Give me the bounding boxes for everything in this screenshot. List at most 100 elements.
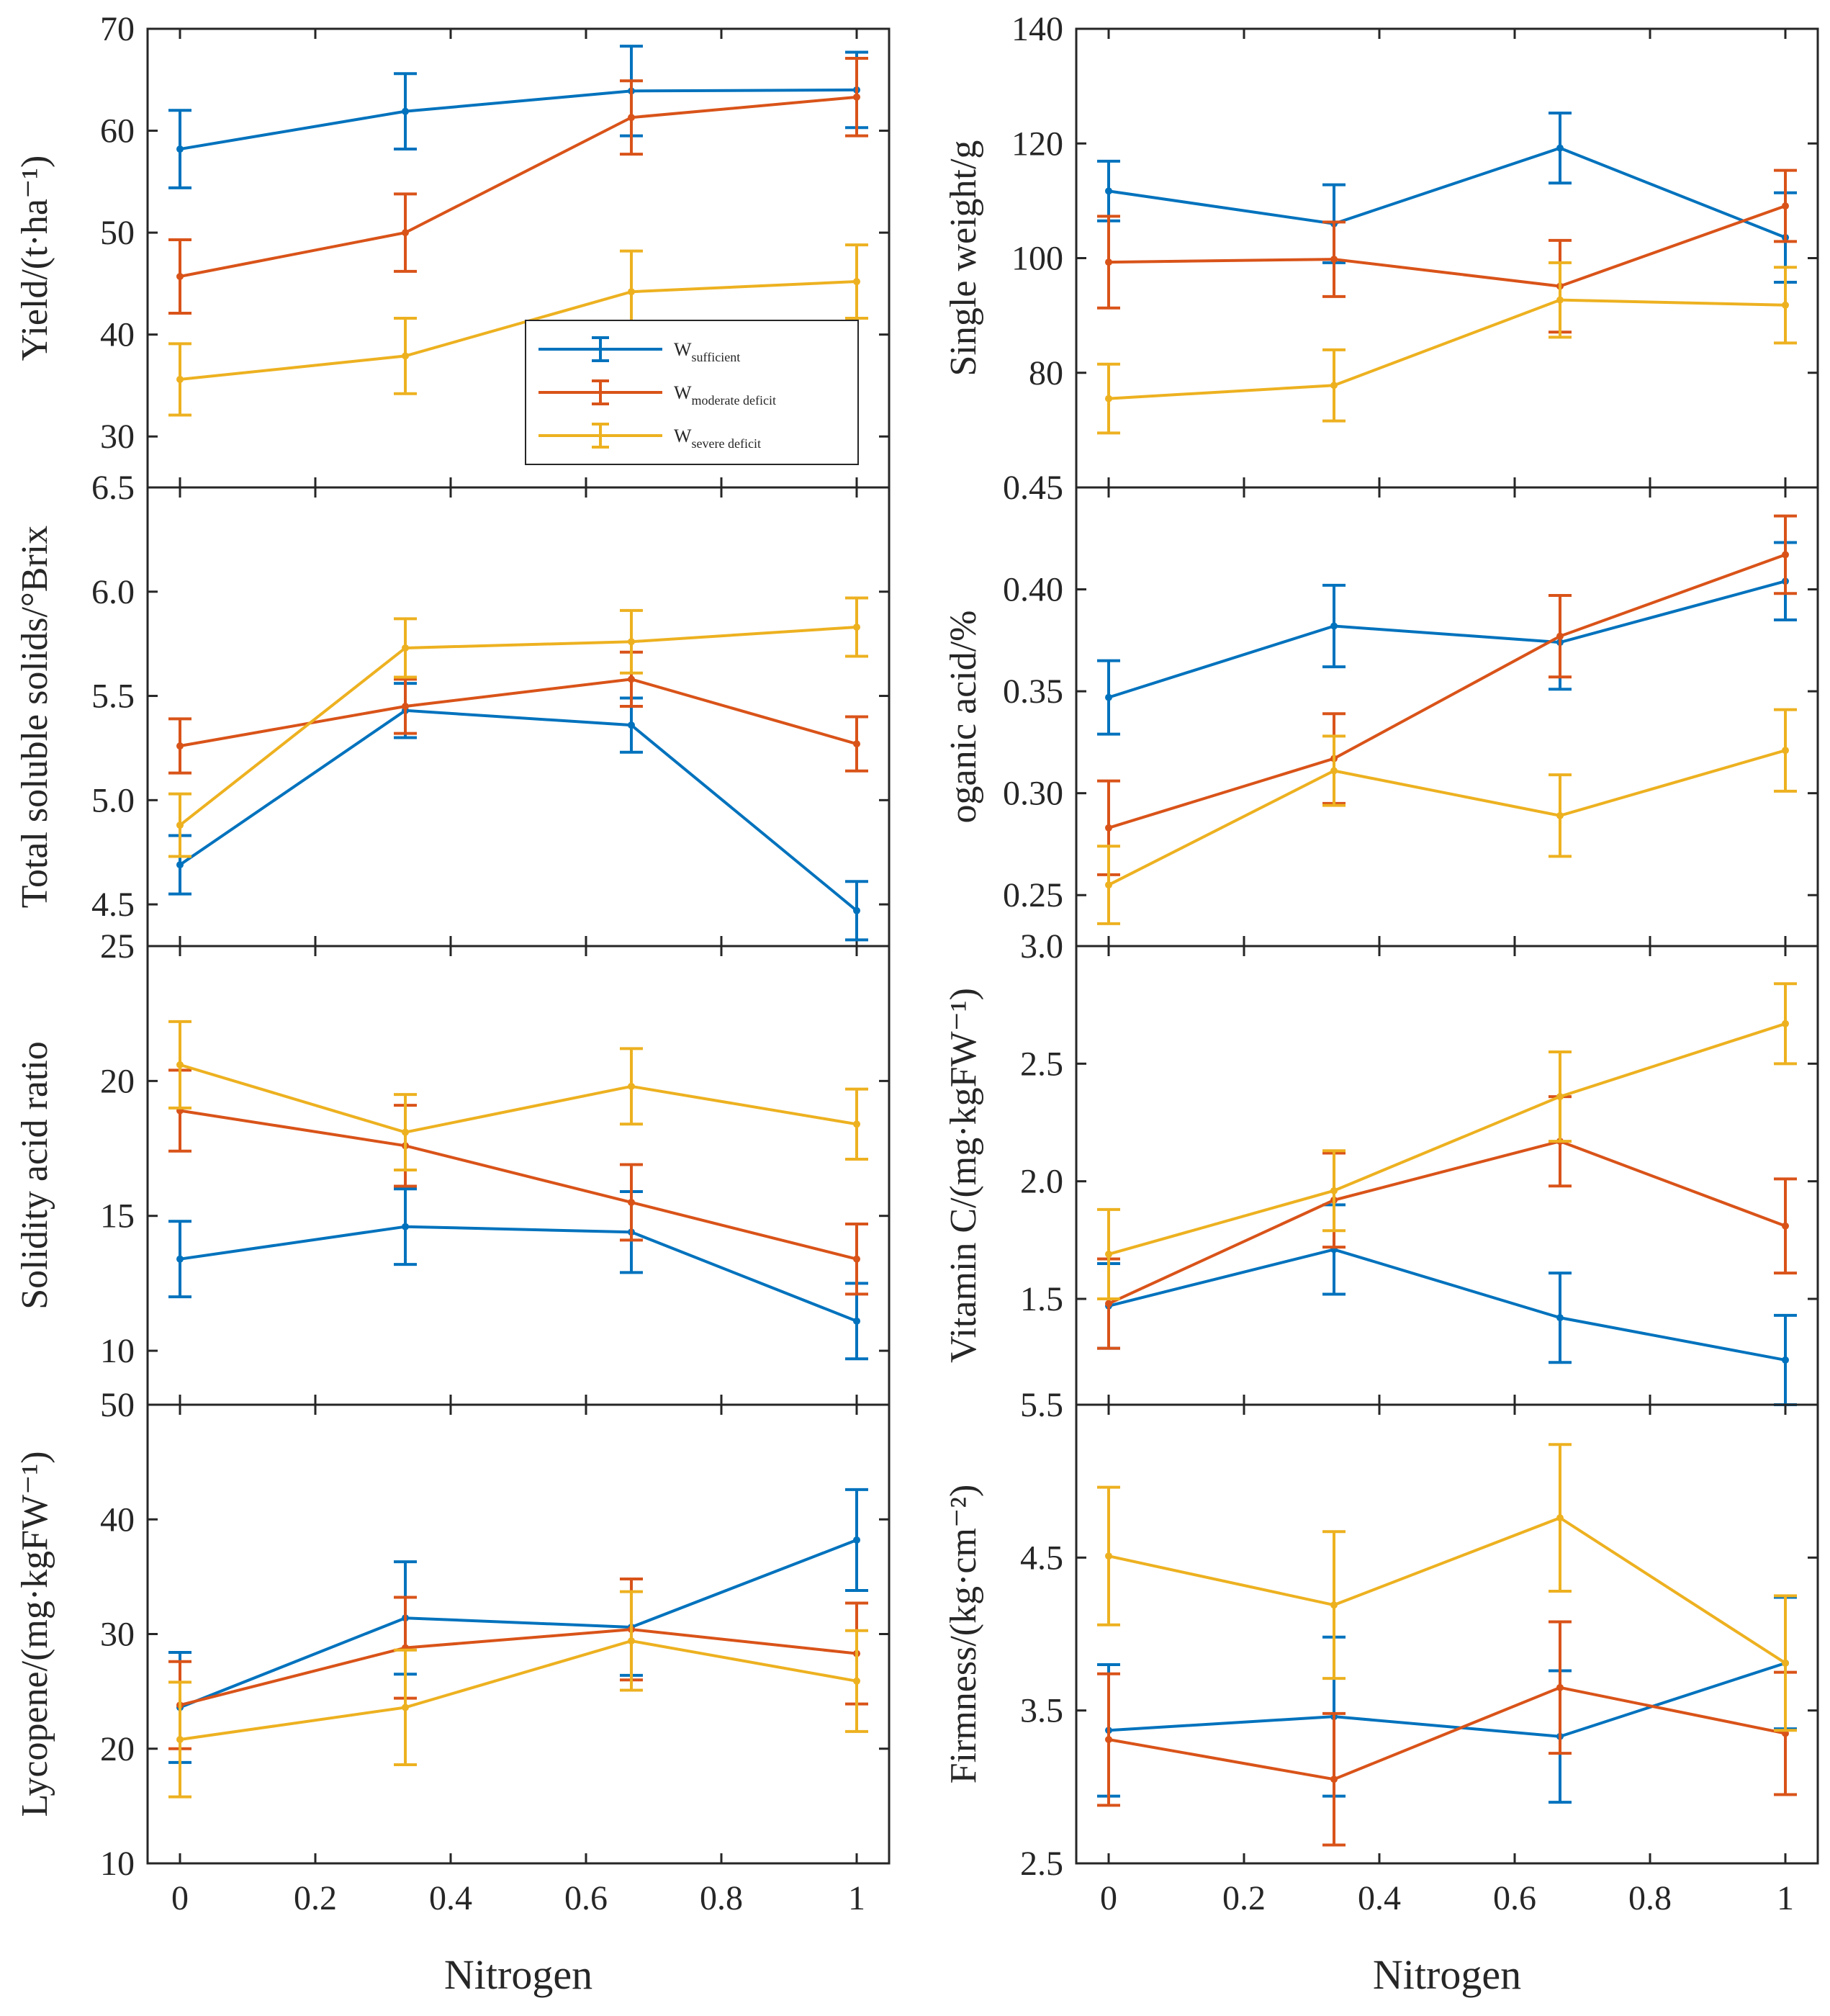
series-line (1108, 1661, 1786, 1738)
y-tick-label: 70 (100, 10, 135, 48)
data-point (1782, 747, 1789, 755)
y-axis-label: Firmness/(kg·cm⁻²) (943, 1485, 984, 1784)
x-tick-label: 0.6 (564, 1879, 608, 1917)
y-tick-label: 4.5 (91, 886, 135, 924)
y-tick-label: 2.5 (1020, 1045, 1063, 1083)
x-axis-label: Nitrogen (444, 1951, 592, 1998)
y-tick-label: 0.25 (1003, 876, 1063, 914)
data-point (627, 1198, 635, 1206)
data-point (1782, 1020, 1789, 1027)
x-tick-label: 0.2 (1222, 1879, 1266, 1917)
data-point (1330, 1601, 1338, 1609)
legend-item-moderate: Wmoderate deficit (538, 379, 776, 408)
data-point (402, 703, 410, 711)
series-moderate (168, 650, 868, 775)
data-point (402, 644, 410, 652)
data-point (1105, 881, 1112, 889)
series-moderate (168, 1068, 868, 1296)
panel-single_weight: 80 100 120 140 Single weight/g (943, 10, 1819, 489)
data-point (176, 375, 184, 383)
series-sufficient (1097, 1203, 1797, 1406)
legend-item-severe: Wsevere deficit (538, 423, 761, 451)
series-sufficient (168, 682, 868, 942)
axes-box (1075, 1403, 1819, 1865)
data-point (1105, 1300, 1112, 1308)
series-line (1108, 1140, 1786, 1305)
series-line (1108, 1248, 1786, 1362)
y-tick-label: 10 (100, 1332, 135, 1370)
y-tick-label: 30 (100, 418, 135, 456)
y-tick-label: 120 (1011, 125, 1063, 163)
series-line (179, 708, 858, 912)
x-tick-label: 0 (1100, 1879, 1117, 1917)
y-tick-label: 0.45 (1003, 469, 1063, 507)
series-severe (168, 596, 868, 858)
y-tick-label: 0.35 (1003, 672, 1063, 711)
y-tick-label: 3.0 (1020, 927, 1063, 966)
panel-yield: 30 40 50 60 70 Yield/(t·ha⁻¹) Wsufficient Wmode… (14, 10, 891, 489)
y-tick-label: 4.5 (1020, 1539, 1063, 1577)
panel-sa_ratio: 10 15 20 25 Solidity acid ratio (14, 927, 891, 1406)
y-tick-label: 100 (1011, 240, 1063, 278)
x-tick-label: 1 (1777, 1879, 1794, 1917)
series-line (179, 625, 857, 827)
y-tick-label: 0.40 (1003, 571, 1063, 609)
x-tick-label: 1 (848, 1879, 865, 1917)
series-line (179, 280, 857, 381)
data-point (1105, 824, 1112, 832)
data-point (853, 1677, 860, 1685)
y-tick-label: 80 (1029, 354, 1063, 392)
y-tick-label: 1.5 (1020, 1280, 1063, 1318)
data-point (627, 1082, 635, 1090)
data-point (627, 114, 635, 122)
series-severe (168, 1590, 868, 1799)
series-line (1108, 204, 1786, 288)
data-point (1556, 296, 1564, 304)
legend: Wsufficient Wmoderate deficit Wsevere defi… (525, 320, 859, 465)
x-axis-label: Nitrogen (1373, 1951, 1521, 1998)
y-tick-label: 5.5 (1020, 1386, 1063, 1424)
data-point (176, 861, 184, 869)
x-tick-label: 0.6 (1493, 1879, 1536, 1917)
data-point (402, 229, 410, 237)
panel-tss: 4.5 5.0 5.5 6.0 6.5 Total soluble solids/°Bri… (14, 469, 891, 948)
series-moderate (1097, 1095, 1797, 1350)
data-point (402, 352, 410, 360)
series-line (179, 1539, 857, 1709)
series-line (1108, 580, 1786, 699)
data-point (853, 906, 860, 914)
y-tick-label: 30 (100, 1616, 135, 1654)
axes-box (146, 1403, 891, 1865)
data-point (627, 288, 635, 296)
data-point (176, 272, 184, 280)
data-point (1105, 258, 1112, 266)
y-axis-label: Solidity acid ratio (14, 1041, 55, 1310)
y-axis-label: Vitamin C/(mg·kgFW⁻¹) (943, 988, 984, 1363)
data-point (853, 278, 860, 286)
series-severe (1097, 261, 1797, 435)
panel-organic_acid: 0.25 0.30 0.35 0.40 0.45 oganic acid/% (943, 469, 1819, 948)
series-line (179, 95, 857, 278)
data-point (853, 1120, 860, 1128)
legend-label: Wmoderate deficit (674, 382, 776, 408)
series-moderate (1097, 1620, 1797, 1847)
y-tick-label: 60 (100, 112, 135, 150)
data-point (176, 145, 184, 153)
y-tick-label: 20 (100, 1730, 135, 1768)
axes-box (1075, 486, 1819, 948)
series-moderate (1097, 168, 1797, 334)
series-sufficient (1097, 112, 1797, 284)
x-tick-label: 0.4 (429, 1879, 472, 1917)
legend-label: Wsevere deficit (674, 426, 761, 451)
x-tick-label: 0.4 (1358, 1879, 1401, 1917)
legend-label: Wsufficient (674, 339, 740, 364)
panel-firmness: 2.5 3.5 4.5 5.5 0 0.2 0.4 0.6 0.8 1 Firmness/(kg·c… (943, 1386, 1819, 1917)
series-line (179, 678, 857, 748)
series-severe (1097, 1443, 1797, 1732)
series-line (179, 1628, 857, 1707)
series-line (179, 88, 857, 151)
data-point (176, 822, 184, 829)
panel-vitamin_c: 1.5 2.0 2.5 3.0 Vitamin C/(mg·kgFW⁻¹) (943, 927, 1819, 1406)
series-severe (168, 243, 868, 417)
